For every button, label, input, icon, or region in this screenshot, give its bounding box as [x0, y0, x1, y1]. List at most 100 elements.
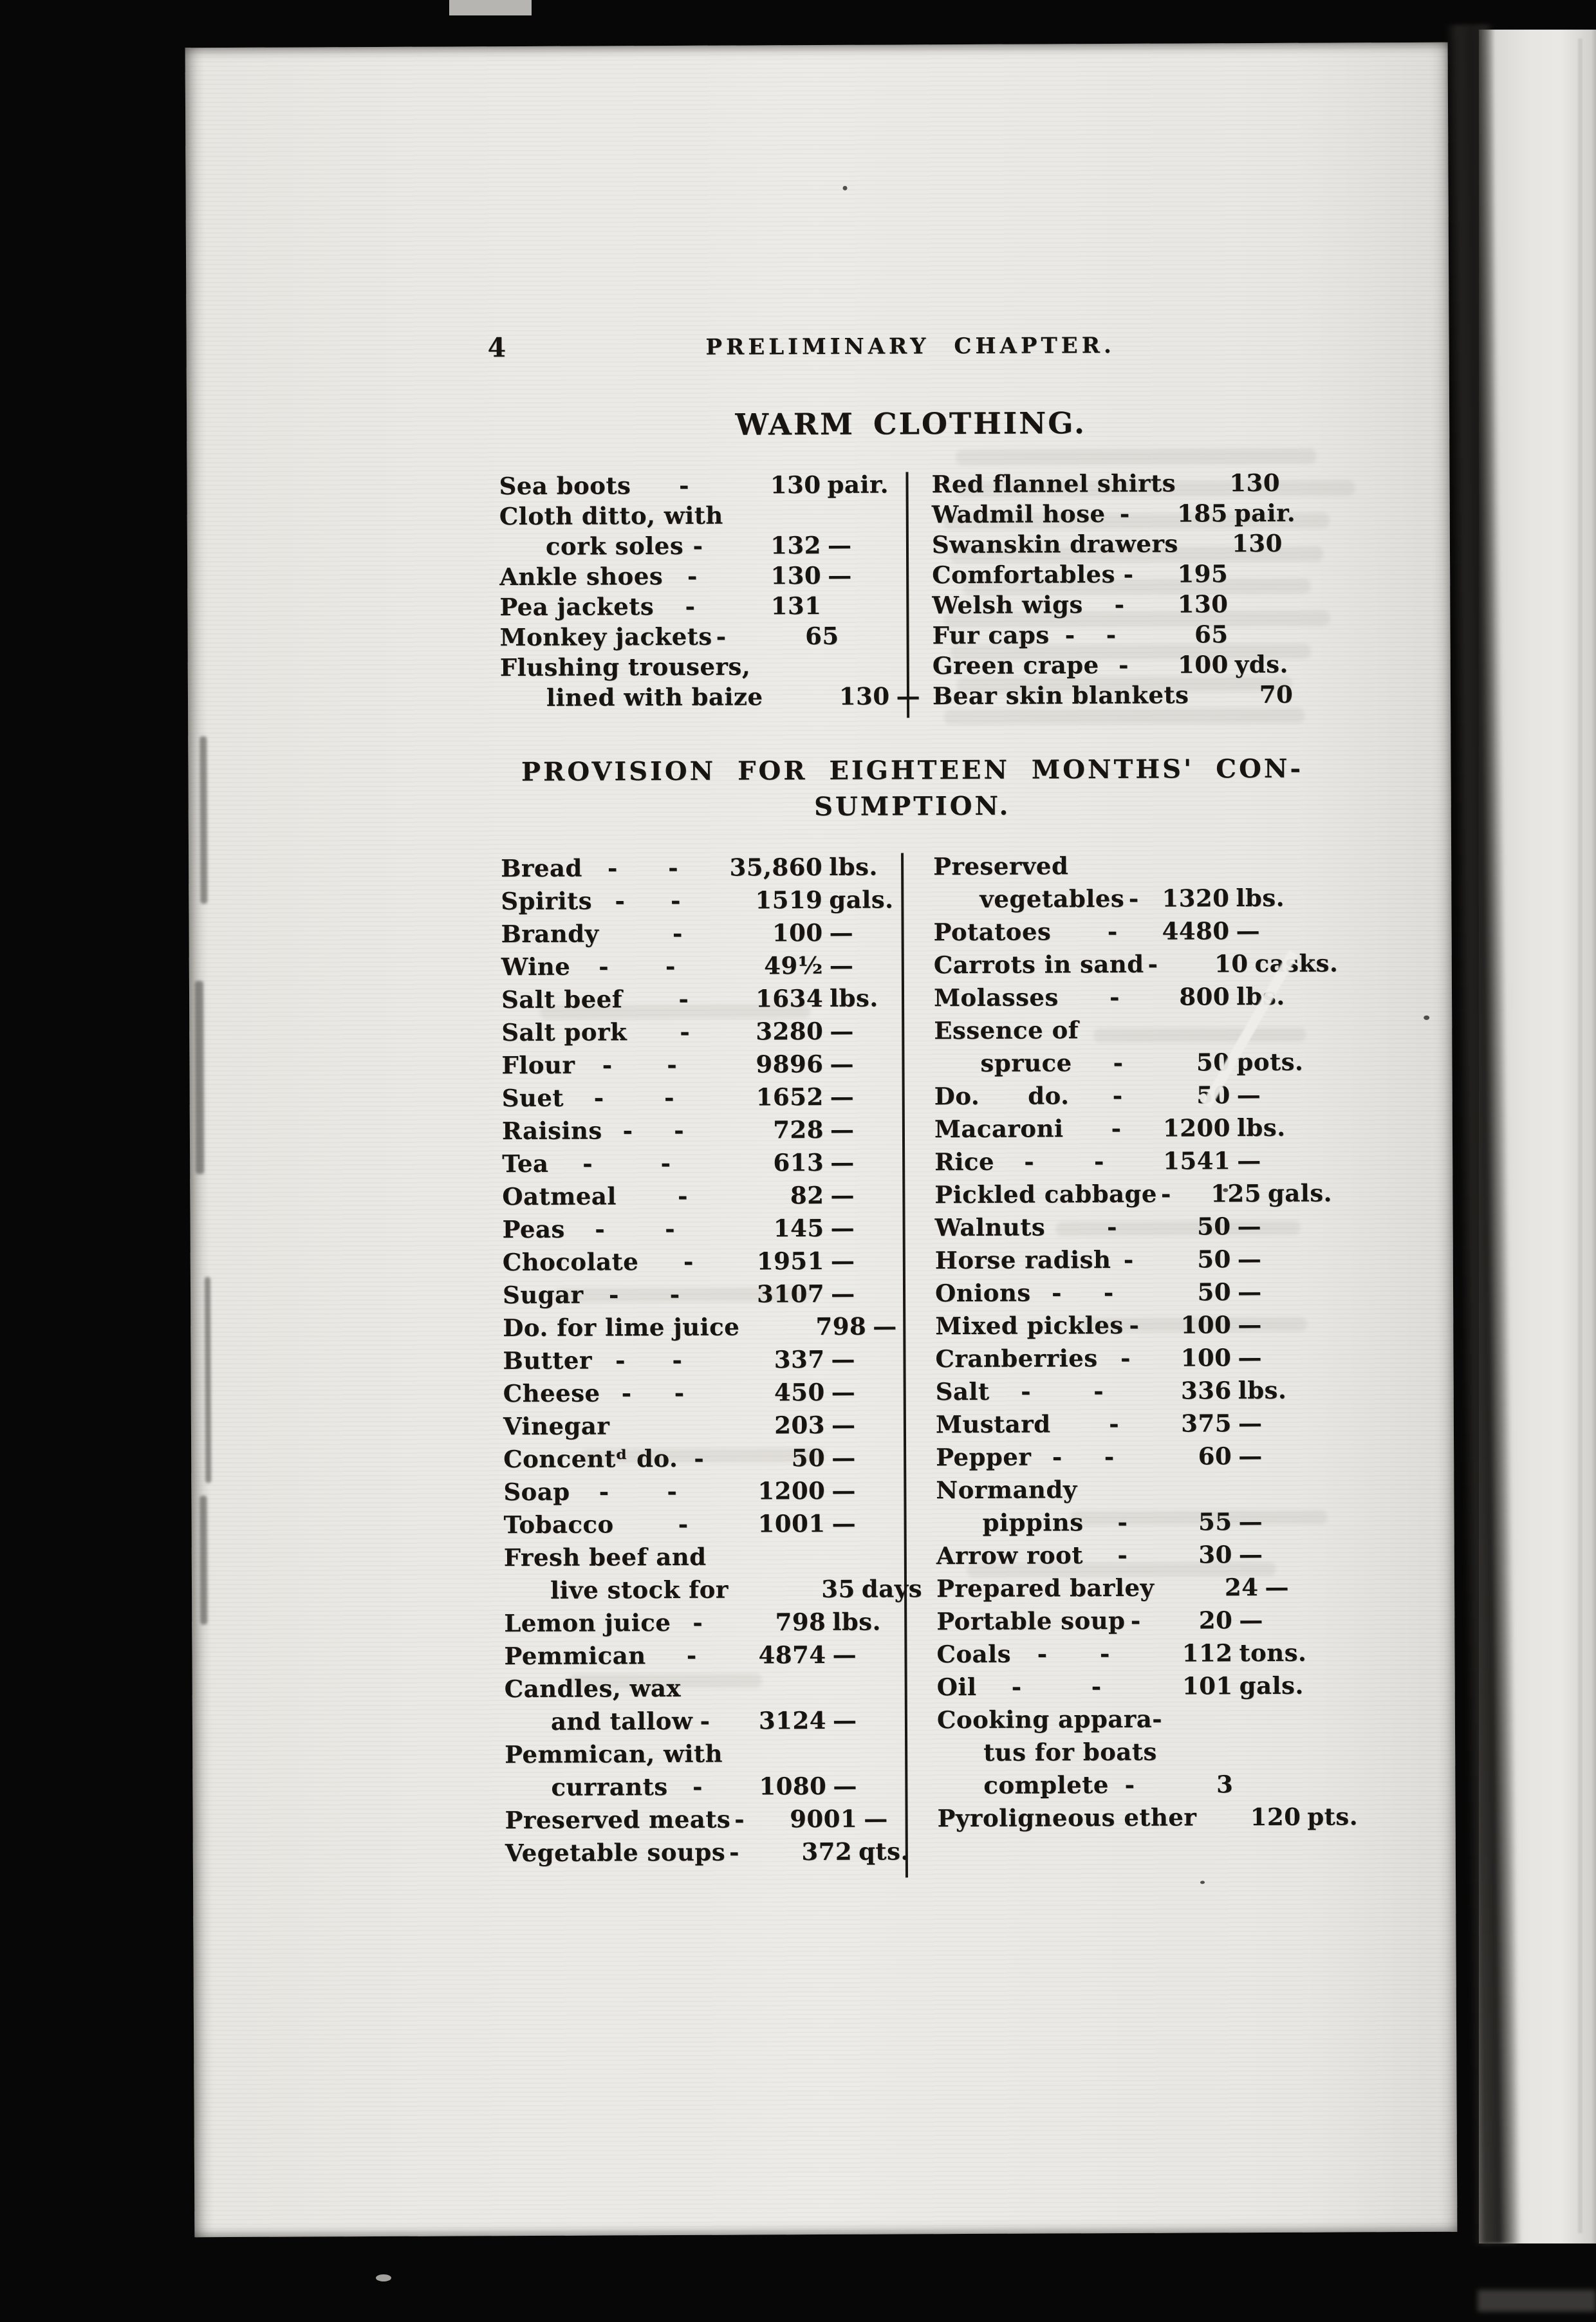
unit-label: pots.	[1236, 1047, 1304, 1077]
unit-label: —	[829, 918, 853, 947]
unit-label: —	[1239, 1606, 1263, 1635]
dash-separator	[694, 1672, 707, 1705]
dash-separator: -	[692, 1772, 703, 1801]
unit-label: —	[831, 1344, 855, 1373]
list-item: Essence of	[934, 1012, 1384, 1047]
dash-separator: -	[700, 1706, 710, 1735]
unit-label: gals.	[1267, 1178, 1333, 1207]
qty-value: 1634	[755, 983, 824, 1013]
item-label: Oatmeal	[502, 1182, 617, 1211]
unit-label: —	[830, 1213, 854, 1242]
item-label: Pemmican, with	[505, 1739, 723, 1769]
qty-value: 1080	[759, 1771, 827, 1801]
qty-value: 375	[1181, 1409, 1232, 1438]
list-item: Sugar - -3107—	[503, 1277, 903, 1312]
item-label: Mixed pickles	[935, 1310, 1124, 1341]
qty-value: 100	[1177, 650, 1229, 679]
unit-label: —	[830, 1082, 853, 1111]
dash-separator: -	[1130, 1606, 1141, 1635]
section-title-provisions-line1: PROVISION FOR EIGHTEEN MONTHS' CON-	[521, 753, 1304, 788]
dash-separator: -	[1123, 559, 1134, 588]
dash-separator: -	[669, 1279, 680, 1309]
unit-label: —	[1238, 1310, 1261, 1339]
dash-separator	[667, 1770, 687, 1803]
dash-separator	[599, 917, 652, 950]
list-item: Pepper - -60—	[936, 1439, 1386, 1474]
qty-value: 50	[1196, 1048, 1230, 1077]
item-label: Bear skin blankets	[932, 680, 1189, 711]
item-label: Ankle shoes	[499, 562, 663, 591]
list-item: Swanskin drawers 130	[932, 528, 1382, 560]
dash-separator	[1083, 1539, 1109, 1572]
item-label: Flushing trousers,	[499, 652, 751, 682]
qty-value: 131	[770, 591, 822, 620]
dash-separator: -	[664, 1082, 675, 1112]
list-item: Mixed pickles - 100—	[935, 1308, 1386, 1342]
qty-value: 4874	[758, 1640, 826, 1669]
qty-value	[1135, 1472, 1232, 1506]
dash-separator: -	[615, 1346, 626, 1375]
list-item: Tea - - 613—	[502, 1146, 902, 1180]
list-item: Suet - -1652—	[502, 1080, 902, 1115]
dash-separator: -	[672, 1345, 683, 1375]
dash-separator	[654, 591, 678, 622]
dash-separator: -	[1051, 1278, 1062, 1307]
item-label: Pemmican	[504, 1641, 646, 1671]
dash-separator	[1083, 1506, 1109, 1539]
item-label: Spirits	[501, 886, 593, 916]
dash-separator: -	[1113, 1048, 1124, 1077]
dash-separator: -	[1119, 499, 1130, 528]
dash-separator: -	[686, 1640, 697, 1669]
unit-label: —	[830, 1246, 854, 1275]
list-item: vegetables -1320 lbs.	[933, 881, 1384, 916]
unit-label	[826, 1671, 905, 1704]
qty-value: 120	[1250, 1802, 1301, 1832]
clothing-list-right: Red flannel shirts 130 Wadmil hose -185 pair…	[931, 467, 1383, 711]
dash-separator	[1106, 1014, 1134, 1046]
dash-separator	[671, 1606, 689, 1639]
dash-separator	[1072, 1046, 1103, 1079]
unit-label: —	[1237, 1245, 1261, 1274]
dash-separator: -	[1109, 982, 1120, 1012]
dash-separator: -	[674, 1115, 685, 1144]
unit-label: —	[832, 1705, 857, 1734]
item-label: Candles, wax	[504, 1673, 682, 1704]
item-label: lined with baize	[546, 682, 763, 712]
item-label: Salt pork	[501, 1017, 627, 1047]
unit-label: pts.	[1307, 1802, 1359, 1831]
unit-label	[821, 590, 900, 621]
qty-value: 60	[1198, 1442, 1232, 1471]
list-item: Salt beef - 1634 lbs.	[501, 981, 902, 1016]
list-item: Pyroligneous ether 120 pts.	[937, 1800, 1387, 1835]
item-label: Sugar	[502, 1280, 584, 1310]
unit-label: —	[1237, 1212, 1261, 1241]
qty-value: 3280	[756, 1016, 824, 1046]
qty-value: 50	[1196, 1212, 1231, 1241]
qty-value: 50	[1197, 1245, 1231, 1274]
qty-value	[1133, 849, 1229, 882]
dash-separator	[681, 1672, 694, 1705]
qty-value: 100	[1180, 1343, 1232, 1372]
item-label: Vegetable soups	[505, 1837, 726, 1868]
item-label: Fresh beef and	[503, 1542, 707, 1572]
item-label: Lemon juice	[504, 1608, 671, 1638]
qty-value	[707, 1671, 826, 1705]
qty-value: 728	[773, 1115, 824, 1144]
item-label: currants	[551, 1772, 668, 1801]
unit-label: —	[1238, 1507, 1262, 1536]
dash-separator: -	[593, 1083, 604, 1112]
book-page: 4 PRELIMINARY CHAPTER. WARM CLOTHING. Se…	[185, 42, 1458, 2238]
item-label: Raisins	[501, 1116, 602, 1146]
qty-value: 1652	[756, 1082, 824, 1111]
dash-separator: -	[1024, 1147, 1035, 1176]
list-item: cork soles - 132—	[499, 530, 900, 562]
item-label: Molasses	[933, 983, 1059, 1012]
dash-separator	[617, 1180, 661, 1212]
item-label: pippins	[982, 1508, 1084, 1537]
dash-separator	[1059, 981, 1096, 1014]
list-item: Flour - -9896—	[501, 1047, 902, 1082]
item-label: vegetables	[979, 884, 1125, 913]
qty-value: 336	[1180, 1376, 1232, 1405]
dash-separator: -	[1124, 1770, 1135, 1799]
dash-separator	[622, 983, 663, 1016]
